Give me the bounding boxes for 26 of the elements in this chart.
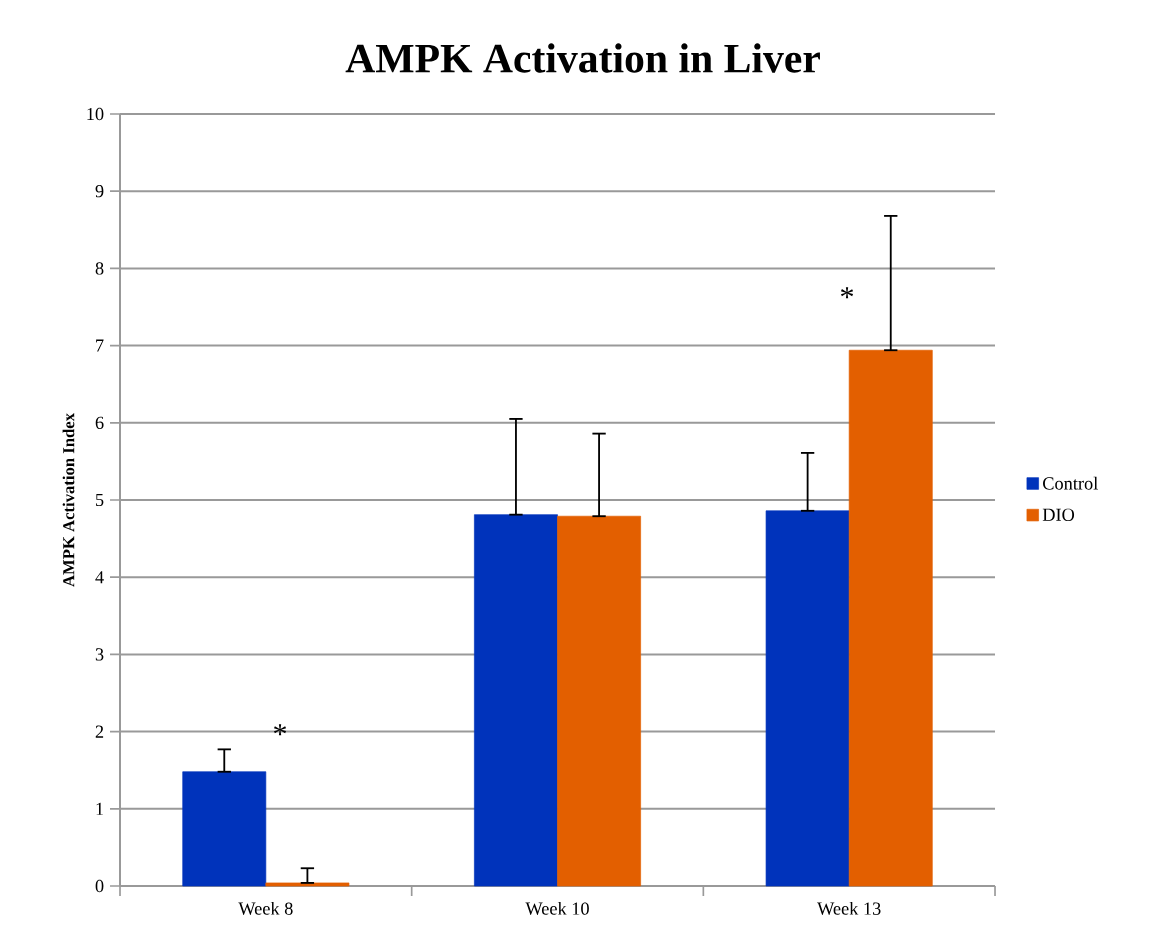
x-tick-label: Week 13 <box>817 901 881 915</box>
bar <box>848 349 933 887</box>
x-tick-label: Week 8 <box>238 901 293 915</box>
y-tick-label: 10 <box>87 107 104 121</box>
y-tick-label: 7 <box>96 339 104 352</box>
bar <box>474 514 558 887</box>
y-tick-label: 3 <box>95 648 104 661</box>
y-tick-label: 0 <box>95 879 104 893</box>
y-tick-label: 5 <box>96 493 104 507</box>
y-tick-label: 9 <box>95 185 104 198</box>
bar <box>765 510 850 887</box>
bar <box>265 882 350 887</box>
legend-label: Control <box>1043 476 1098 490</box>
y-tick-label: 2 <box>95 725 104 738</box>
y-tick-label: 1 <box>96 802 103 815</box>
y-tick-label: 4 <box>95 571 104 584</box>
chart-title: AMPK Activation in Liver <box>345 43 820 73</box>
x-tick-label: Week 10 <box>525 901 589 915</box>
bar <box>557 515 641 887</box>
y-axis-title: AMPK Activation Index <box>62 413 75 587</box>
bar <box>182 771 267 887</box>
annotation: * <box>273 724 287 736</box>
annotation: * <box>840 287 854 299</box>
y-tick-label: 8 <box>95 262 104 275</box>
y-tick-label: 6 <box>95 416 104 429</box>
legend-label: DIO <box>1042 508 1075 521</box>
